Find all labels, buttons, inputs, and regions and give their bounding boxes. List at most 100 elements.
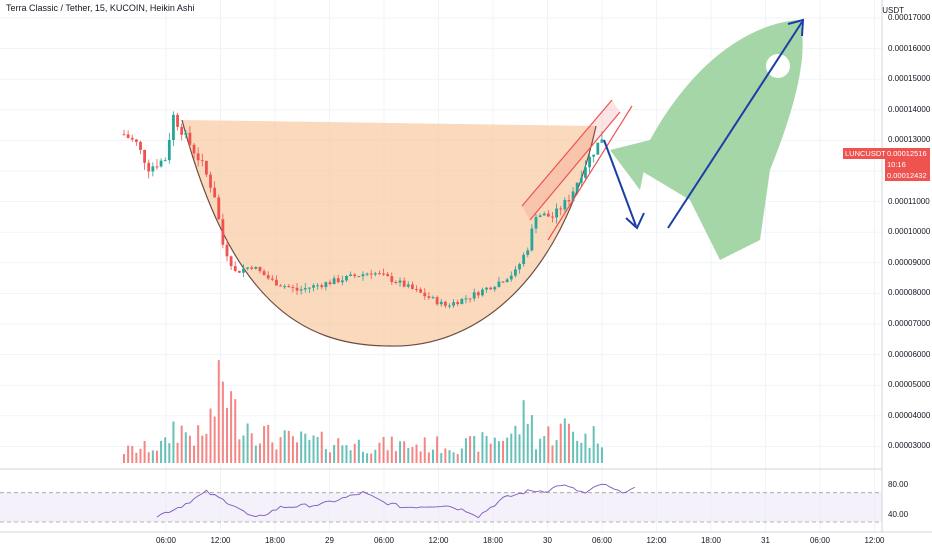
candle-body (378, 273, 381, 275)
candle-body (505, 279, 509, 283)
candle-body (497, 281, 501, 288)
candle-body (518, 264, 521, 270)
candle-body (435, 297, 439, 305)
rocket-window (766, 54, 790, 78)
candle-body (192, 144, 196, 154)
candle-body (563, 200, 567, 210)
candle-body (460, 298, 464, 305)
y-tick-label: 0.00014000 (888, 104, 931, 114)
volume-bar (394, 451, 397, 463)
volume-bar (580, 442, 583, 463)
volume-bar (436, 436, 439, 463)
volume-bar (547, 426, 550, 463)
candle-body (538, 215, 542, 218)
y-tick-label: 0.00015000 (888, 74, 931, 84)
volume-bar (497, 441, 500, 463)
volume-bar (456, 453, 459, 463)
volume-bar (370, 453, 373, 463)
candle-body (592, 154, 596, 157)
volume-bar (304, 433, 307, 463)
candle-body (184, 132, 188, 135)
candle-body (353, 274, 357, 277)
candle-body (588, 156, 591, 168)
rocket-icon (610, 20, 803, 260)
candle-body (579, 177, 583, 183)
candle-body (254, 266, 258, 269)
candle-body (530, 228, 534, 251)
up-arrow-head (787, 18, 805, 37)
candle-body (270, 278, 274, 280)
channel-fill (522, 100, 620, 220)
volume-bar (510, 433, 513, 463)
candle-body (130, 137, 134, 140)
candle-body (328, 282, 332, 285)
volume-bar (184, 432, 187, 463)
candle-body (411, 284, 414, 289)
volume-bar (283, 430, 286, 463)
volume-bar (600, 447, 603, 463)
candle-body (423, 292, 427, 297)
candle-body (406, 284, 410, 287)
volume-bar (180, 425, 183, 463)
volume-bar (172, 421, 175, 463)
y-tick-label: 0.00011000 (888, 196, 930, 206)
volume-bar (460, 448, 463, 463)
volume-bar (160, 440, 163, 463)
volume-bar (201, 435, 204, 463)
volume-bar (254, 445, 257, 463)
volume-bar (353, 443, 356, 463)
candle-body (402, 280, 406, 287)
candle-body (299, 289, 303, 291)
candle-body (369, 273, 373, 275)
rsi-line (156, 483, 636, 519)
candle-body (320, 285, 324, 288)
volume-bar (464, 438, 467, 463)
volume-bar (477, 451, 480, 463)
cup-curve (181, 119, 597, 347)
candle-body (472, 292, 476, 299)
candle-body (122, 134, 126, 136)
candle-body (489, 287, 493, 290)
volume-bar (296, 442, 299, 463)
candle-body (221, 219, 225, 245)
candle-body (176, 114, 179, 127)
y-tick-label: 0.00013000 (888, 135, 931, 145)
volume-bar (596, 443, 599, 463)
y-tick-label: 0.00009000 (888, 257, 931, 267)
x-tick-label: 12:00 (864, 536, 885, 545)
candle-body (448, 305, 451, 307)
candle-body (180, 126, 184, 135)
volume-bar (469, 436, 472, 463)
volume-bar (188, 435, 191, 463)
x-tick-label: 31 (761, 536, 770, 545)
volume-bar (155, 450, 158, 463)
candle-body (398, 280, 402, 283)
candle-body (295, 287, 299, 291)
volume-bar (407, 447, 410, 463)
candle-body (361, 274, 365, 277)
volume-bar (193, 445, 196, 463)
down-arrow (603, 139, 637, 227)
candle-body (250, 267, 254, 269)
volume-bar (522, 400, 525, 463)
candle-body (237, 270, 241, 273)
candle-body (349, 274, 352, 276)
volume-bar (592, 426, 595, 463)
candle-body (394, 281, 398, 283)
y-tick-label: 0.00008000 (888, 288, 931, 298)
volume-bar (267, 424, 270, 463)
candle-body (567, 200, 571, 202)
volume-bar (374, 449, 377, 463)
volume-bar (131, 446, 134, 463)
candle-body (126, 134, 130, 138)
candle-body (155, 166, 159, 168)
volume-bar (366, 453, 369, 463)
arrows (603, 18, 805, 230)
candle-body (534, 217, 538, 229)
volume-bar (584, 433, 587, 463)
volume-bar (493, 437, 496, 463)
candle-body (485, 287, 488, 290)
candle-body (559, 208, 563, 210)
volume-bars (123, 360, 603, 463)
